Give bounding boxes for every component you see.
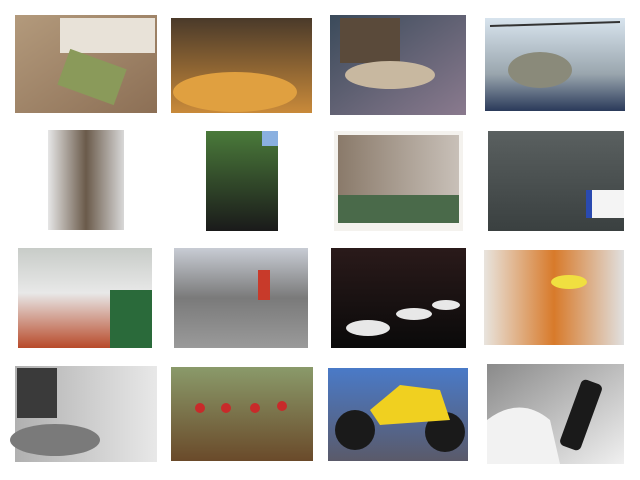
wheel <box>335 410 375 450</box>
photo-pizza <box>171 18 312 113</box>
photo-kitchen-cat <box>15 15 157 113</box>
remote <box>560 379 602 451</box>
photo <box>174 248 308 348</box>
photo-room-polaroid <box>334 131 463 231</box>
sky <box>262 131 278 146</box>
photo-door-cat <box>48 130 124 230</box>
cat <box>345 61 435 89</box>
cyclist <box>258 270 270 300</box>
photo-washroom <box>331 248 466 348</box>
worker <box>110 290 152 348</box>
fairing <box>370 385 450 425</box>
cabinets <box>60 18 155 53</box>
helicopter <box>508 52 572 88</box>
photo <box>484 250 624 345</box>
license-plate <box>586 190 624 218</box>
rotor <box>489 21 621 27</box>
photo-apples-factory <box>18 248 152 348</box>
mat <box>57 48 127 106</box>
photo-helicopter <box>485 18 625 111</box>
photo-cat-bed <box>330 15 466 115</box>
bookshelf <box>340 18 400 63</box>
photo <box>206 131 278 231</box>
flower <box>221 403 231 413</box>
table <box>10 424 100 456</box>
floor <box>338 195 459 223</box>
pizza <box>173 72 297 112</box>
photo-cafe-bw <box>10 366 157 462</box>
hand <box>487 407 560 464</box>
wheel <box>425 412 465 452</box>
photo-remote-hand <box>487 364 624 464</box>
photo-train <box>206 131 278 231</box>
sink <box>432 300 460 310</box>
photo <box>48 130 124 230</box>
photo <box>171 367 313 461</box>
plate-band <box>586 190 592 218</box>
umbrella <box>551 275 587 289</box>
flower <box>195 403 205 413</box>
flower <box>277 401 287 411</box>
sink <box>346 320 390 336</box>
photo-umbrella <box>484 250 624 345</box>
photo-motorbike <box>328 368 468 461</box>
window <box>17 368 57 418</box>
photo-car-grille <box>488 131 624 231</box>
photo-garden-stakes <box>171 367 313 461</box>
flower <box>250 403 260 413</box>
sink <box>396 308 432 320</box>
photo-ferry-bike <box>174 248 308 348</box>
